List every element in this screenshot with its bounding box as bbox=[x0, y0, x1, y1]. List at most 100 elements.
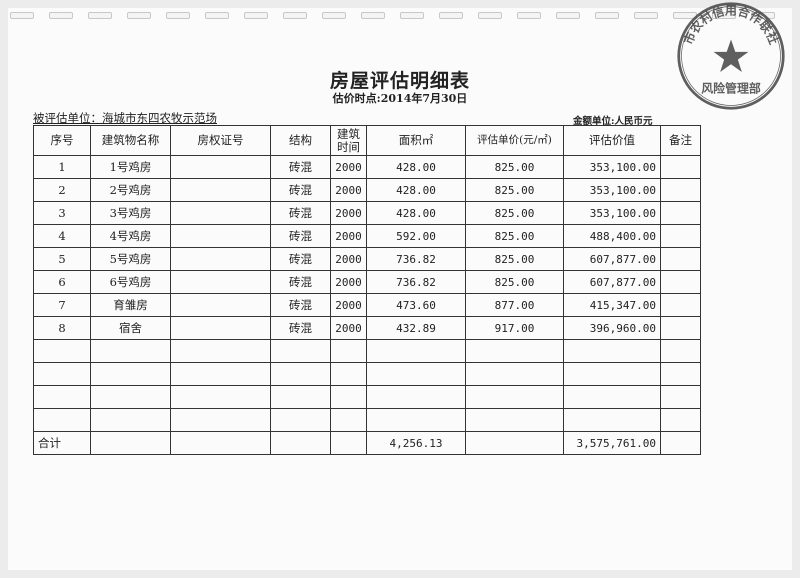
table-row: 1 1号鸡房 砖混 2000 428.00 825.00 353,100.00 bbox=[33, 155, 701, 179]
cell-index: 6 bbox=[33, 270, 91, 294]
cell-index: 3 bbox=[33, 201, 91, 225]
empty-cell bbox=[660, 385, 701, 409]
cell-structure: 砖混 bbox=[270, 270, 331, 294]
binding-hole bbox=[49, 12, 73, 19]
empty-row bbox=[33, 362, 701, 386]
cell-build-year: 2000 bbox=[330, 316, 367, 340]
empty-cell bbox=[366, 385, 466, 409]
cell-building-name: 4号鸡房 bbox=[90, 224, 171, 248]
total-area: 4,256.13 bbox=[366, 431, 466, 455]
cell-remarks bbox=[660, 224, 701, 248]
binding-hole bbox=[361, 12, 385, 19]
table-row: 7 育雏房 砖混 2000 473.60 877.00 415,347.00 bbox=[33, 293, 701, 317]
table-row: 6 6号鸡房 砖混 2000 736.82 825.00 607,877.00 bbox=[33, 270, 701, 294]
binding-hole bbox=[88, 12, 112, 19]
empty-cell bbox=[563, 362, 661, 386]
cell-remarks bbox=[660, 316, 701, 340]
star-icon bbox=[713, 39, 749, 73]
cell-build-year: 2000 bbox=[330, 224, 367, 248]
binding-hole bbox=[634, 12, 658, 19]
total-cell bbox=[465, 431, 564, 455]
empty-cell bbox=[366, 339, 466, 363]
empty-cell bbox=[90, 408, 171, 432]
empty-cell bbox=[465, 362, 564, 386]
table-row: 5 5号鸡房 砖混 2000 736.82 825.00 607,877.00 bbox=[33, 247, 701, 271]
empty-cell bbox=[270, 408, 331, 432]
empty-cell bbox=[90, 339, 171, 363]
cell-value: 353,100.00 bbox=[563, 178, 661, 202]
assessed-unit: 被评估单位：海城市东四农牧示范场 bbox=[33, 111, 217, 125]
empty-row bbox=[33, 408, 701, 432]
empty-cell bbox=[660, 339, 701, 363]
cell-building-name: 5号鸡房 bbox=[90, 247, 171, 271]
cell-remarks bbox=[660, 201, 701, 225]
empty-cell bbox=[270, 362, 331, 386]
empty-cell bbox=[330, 339, 367, 363]
cell-build-year: 2000 bbox=[330, 178, 367, 202]
cell-structure: 砖混 bbox=[270, 201, 331, 225]
col-header-value: 评估价值 bbox=[563, 125, 661, 156]
cell-unit-price: 825.00 bbox=[465, 201, 564, 225]
empty-cell bbox=[563, 339, 661, 363]
cell-building-name: 6号鸡房 bbox=[90, 270, 171, 294]
empty-cell bbox=[170, 339, 271, 363]
cell-value: 396,960.00 bbox=[563, 316, 661, 340]
cell-structure: 砖混 bbox=[270, 293, 331, 317]
empty-cell bbox=[465, 385, 564, 409]
cell-remarks bbox=[660, 293, 701, 317]
cell-index: 4 bbox=[33, 224, 91, 248]
empty-row bbox=[33, 339, 701, 363]
binding-hole bbox=[205, 12, 229, 19]
cell-cert-no bbox=[170, 293, 271, 317]
cell-structure: 砖混 bbox=[270, 178, 331, 202]
cell-structure: 砖混 bbox=[270, 316, 331, 340]
binding-hole bbox=[595, 12, 619, 19]
empty-cell bbox=[660, 362, 701, 386]
cell-cert-no bbox=[170, 247, 271, 271]
cell-area: 428.00 bbox=[366, 155, 466, 179]
empty-cell bbox=[33, 362, 91, 386]
cell-area: 432.89 bbox=[366, 316, 466, 340]
cell-index: 2 bbox=[33, 178, 91, 202]
binding-hole bbox=[478, 12, 502, 19]
cell-cert-no bbox=[170, 155, 271, 179]
binding-hole bbox=[283, 12, 307, 19]
table-row: 3 3号鸡房 砖混 2000 428.00 825.00 353,100.00 bbox=[33, 201, 701, 225]
empty-cell bbox=[465, 339, 564, 363]
binding-hole bbox=[517, 12, 541, 19]
cell-remarks bbox=[660, 178, 701, 202]
cell-cert-no bbox=[170, 201, 271, 225]
table-row: 2 2号鸡房 砖混 2000 428.00 825.00 353,100.00 bbox=[33, 178, 701, 202]
cell-cert-no bbox=[170, 316, 271, 340]
cell-value: 415,347.00 bbox=[563, 293, 661, 317]
cell-build-year: 2000 bbox=[330, 247, 367, 271]
cell-value: 353,100.00 bbox=[563, 201, 661, 225]
cell-area: 428.00 bbox=[366, 178, 466, 202]
cell-area: 428.00 bbox=[366, 201, 466, 225]
cell-build-year: 2000 bbox=[330, 155, 367, 179]
total-cell bbox=[90, 431, 171, 455]
empty-cell bbox=[33, 339, 91, 363]
cell-remarks bbox=[660, 270, 701, 294]
col-header-build-year: 建筑时间 bbox=[330, 125, 367, 156]
table-row: 8 宿舍 砖混 2000 432.89 917.00 396,960.00 bbox=[33, 316, 701, 340]
empty-cell bbox=[170, 362, 271, 386]
cell-index: 7 bbox=[33, 293, 91, 317]
cell-structure: 砖混 bbox=[270, 155, 331, 179]
binding-hole bbox=[712, 12, 736, 19]
empty-cell bbox=[563, 408, 661, 432]
empty-cell bbox=[270, 339, 331, 363]
cell-building-name: 育雏房 bbox=[90, 293, 171, 317]
total-cell bbox=[330, 431, 367, 455]
col-header-area: 面积㎡ bbox=[366, 125, 466, 156]
empty-cell bbox=[90, 362, 171, 386]
cell-build-year: 2000 bbox=[330, 201, 367, 225]
cell-index: 8 bbox=[33, 316, 91, 340]
cell-area: 473.60 bbox=[366, 293, 466, 317]
cell-index: 5 bbox=[33, 247, 91, 271]
empty-cell bbox=[366, 408, 466, 432]
seal-bottom-text: 风险管理部 bbox=[701, 82, 761, 96]
cell-unit-price: 877.00 bbox=[465, 293, 564, 317]
empty-cell bbox=[170, 385, 271, 409]
cell-remarks bbox=[660, 247, 701, 271]
